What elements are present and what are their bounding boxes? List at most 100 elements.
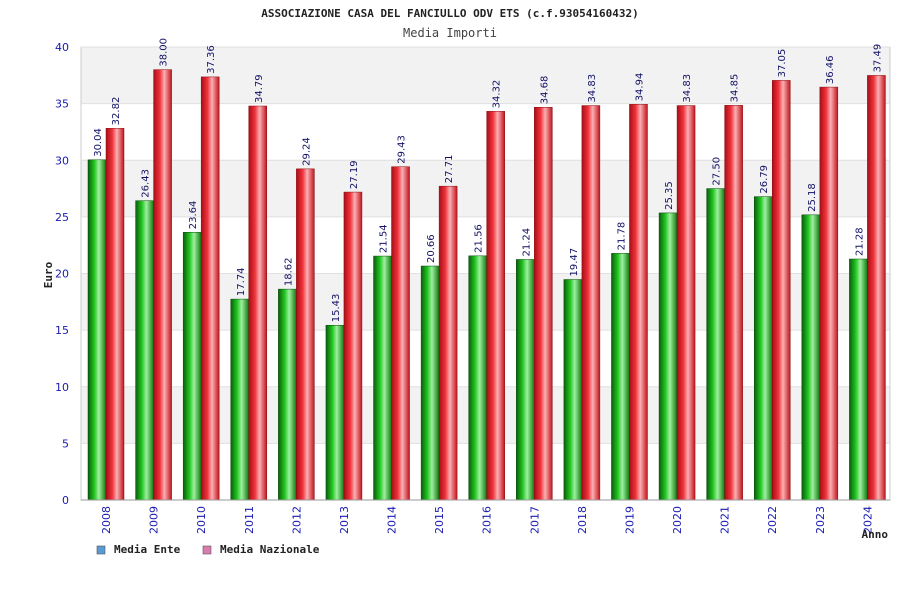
value-label-media-ente-2009: 26.43 [141,169,152,198]
x-tick-label-2013: 2013 [338,506,351,534]
x-tick-label-2014: 2014 [386,506,399,534]
bar-media-nazionale-2017 [534,106,553,501]
value-label-media-ente-2013: 15.43 [331,294,342,323]
bar-media-nazionale-2012 [296,168,315,501]
chart-title: ASSOCIAZIONE CASA DEL FANCIULLO ODV ETS … [261,7,639,20]
bar-media-ente-2022 [753,196,773,501]
chart-subtitle: Media Importi [403,26,497,40]
x-tick-label-2011: 2011 [243,506,256,534]
value-label-media-nazionale-2018: 34.83 [587,74,598,103]
value-label-media-nazionale-2008: 32.82 [111,97,122,126]
x-tick-label-2010: 2010 [195,506,208,534]
value-label-media-nazionale-2020: 34.83 [682,74,693,103]
value-label-media-nazionale-2013: 27.19 [349,160,360,189]
bar-media-ente-2011 [230,298,250,501]
bar-media-ente-2021 [706,188,725,501]
legend-label-media-ente: Media Ente [114,543,181,556]
x-tick-label-2017: 2017 [528,506,541,534]
bar-media-nazionale-2015 [438,185,458,501]
bar-media-ente-2016 [468,255,487,501]
y-tick-label-25: 25 [55,211,69,224]
bar-media-ente-2008 [87,159,107,501]
bar-media-ente-2013 [325,325,345,501]
bar-media-ente-2014 [373,255,392,501]
value-label-media-nazionale-2011: 34.79 [254,74,265,103]
bar-media-ente-2015 [420,265,440,501]
y-tick-label-15: 15 [55,324,69,337]
value-label-media-ente-2011: 17.74 [236,267,247,296]
y-tick-label-40: 40 [55,41,69,54]
bar-media-ente-2023 [801,214,821,501]
bar-media-nazionale-2011 [248,105,268,501]
legend: Media Ente Media Nazionale [96,543,320,556]
x-tick-label-2015: 2015 [433,506,446,534]
value-label-media-nazionale-2014: 29.43 [397,135,408,164]
bar-media-nazionale-2008 [105,128,125,501]
bar-media-nazionale-2018 [581,105,601,501]
x-tick-label-2019: 2019 [623,506,636,534]
x-tick-label-2022: 2022 [766,506,779,534]
x-tick-label-2009: 2009 [148,506,161,534]
value-label-media-ente-2010: 23.64 [188,201,199,230]
x-tick-label-2016: 2016 [481,506,494,534]
bar-media-ente-2018 [563,279,583,501]
value-label-media-ente-2018: 19.47 [569,248,580,277]
y-tick-label-0: 0 [62,494,69,507]
bars [87,69,886,501]
y-axis-label: Euro [42,261,55,288]
y-tick-label-35: 35 [55,98,69,111]
bar-media-ente-2017 [516,259,535,501]
value-label-media-ente-2023: 25.18 [807,183,818,212]
bar-media-nazionale-2020 [676,105,696,501]
x-tick-label-2012: 2012 [290,506,303,534]
bar-media-nazionale-2024 [867,75,886,501]
bar-media-ente-2009 [135,200,154,501]
value-label-media-ente-2008: 30.04 [93,128,104,157]
bar-media-nazionale-2016 [486,111,505,501]
value-label-media-ente-2021: 27.50 [712,157,723,186]
y-tick-label-5: 5 [62,437,69,450]
bar-media-nazionale-2014 [391,166,410,501]
bar-media-nazionale-2013 [343,191,363,501]
value-label-media-ente-2017: 21.24 [521,228,532,257]
y-axis-ticks: 0 5 10 15 20 25 30 35 40 [55,41,69,507]
value-label-media-ente-2022: 26.79 [759,165,770,194]
bar-media-nazionale-2010 [200,76,220,501]
value-label-media-ente-2015: 20.66 [426,234,437,263]
bar-media-nazionale-2019 [629,104,648,501]
bar-media-ente-2012 [278,288,297,501]
value-label-media-nazionale-2024: 37.49 [872,44,883,73]
value-label-media-nazionale-2021: 34.85 [730,74,741,103]
x-tick-label-2008: 2008 [100,506,113,534]
y-tick-label-30: 30 [55,154,69,167]
value-label-media-nazionale-2015: 27.71 [444,155,455,184]
x-axis-ticks: 2008 2009 2010 2011 2012 2013 2014 2015 2016 2017… [81,499,890,534]
value-label-media-nazionale-2016: 34.32 [492,80,503,109]
x-tick-label-2023: 2023 [814,506,827,534]
value-labels: 30.04 32.82 26.43 38.00 23.64 37.36 17.74 34.79… [93,38,883,322]
value-label-media-nazionale-2017: 34.68 [539,76,550,105]
value-label-media-nazionale-2010: 37.36 [206,45,217,74]
bar-media-nazionale-2023 [819,86,839,501]
bar-media-ente-2024 [849,258,868,501]
legend-swatch-media-nazionale [202,545,212,555]
value-label-media-ente-2014: 21.54 [379,224,390,253]
value-label-media-nazionale-2022: 37.05 [777,49,788,78]
bar-media-ente-2020 [658,212,678,501]
bar-media-ente-2019 [611,253,630,501]
bar-media-nazionale-2009 [153,69,172,501]
x-axis-label: Anno [862,528,889,541]
y-tick-label-20: 20 [55,268,69,281]
value-label-media-nazionale-2019: 34.94 [634,73,645,102]
y-tick-label-10: 10 [55,381,69,394]
value-label-media-nazionale-2012: 29.24 [301,137,312,166]
value-label-media-nazionale-2009: 38.00 [159,38,170,67]
x-tick-label-2024: 2024 [861,506,874,534]
value-label-media-ente-2020: 25.35 [664,181,675,210]
value-label-media-ente-2019: 21.78 [616,222,627,251]
bar-media-nazionale-2021 [724,105,743,501]
x-tick-label-2021: 2021 [719,506,732,534]
value-label-media-ente-2016: 21.56 [474,224,485,253]
